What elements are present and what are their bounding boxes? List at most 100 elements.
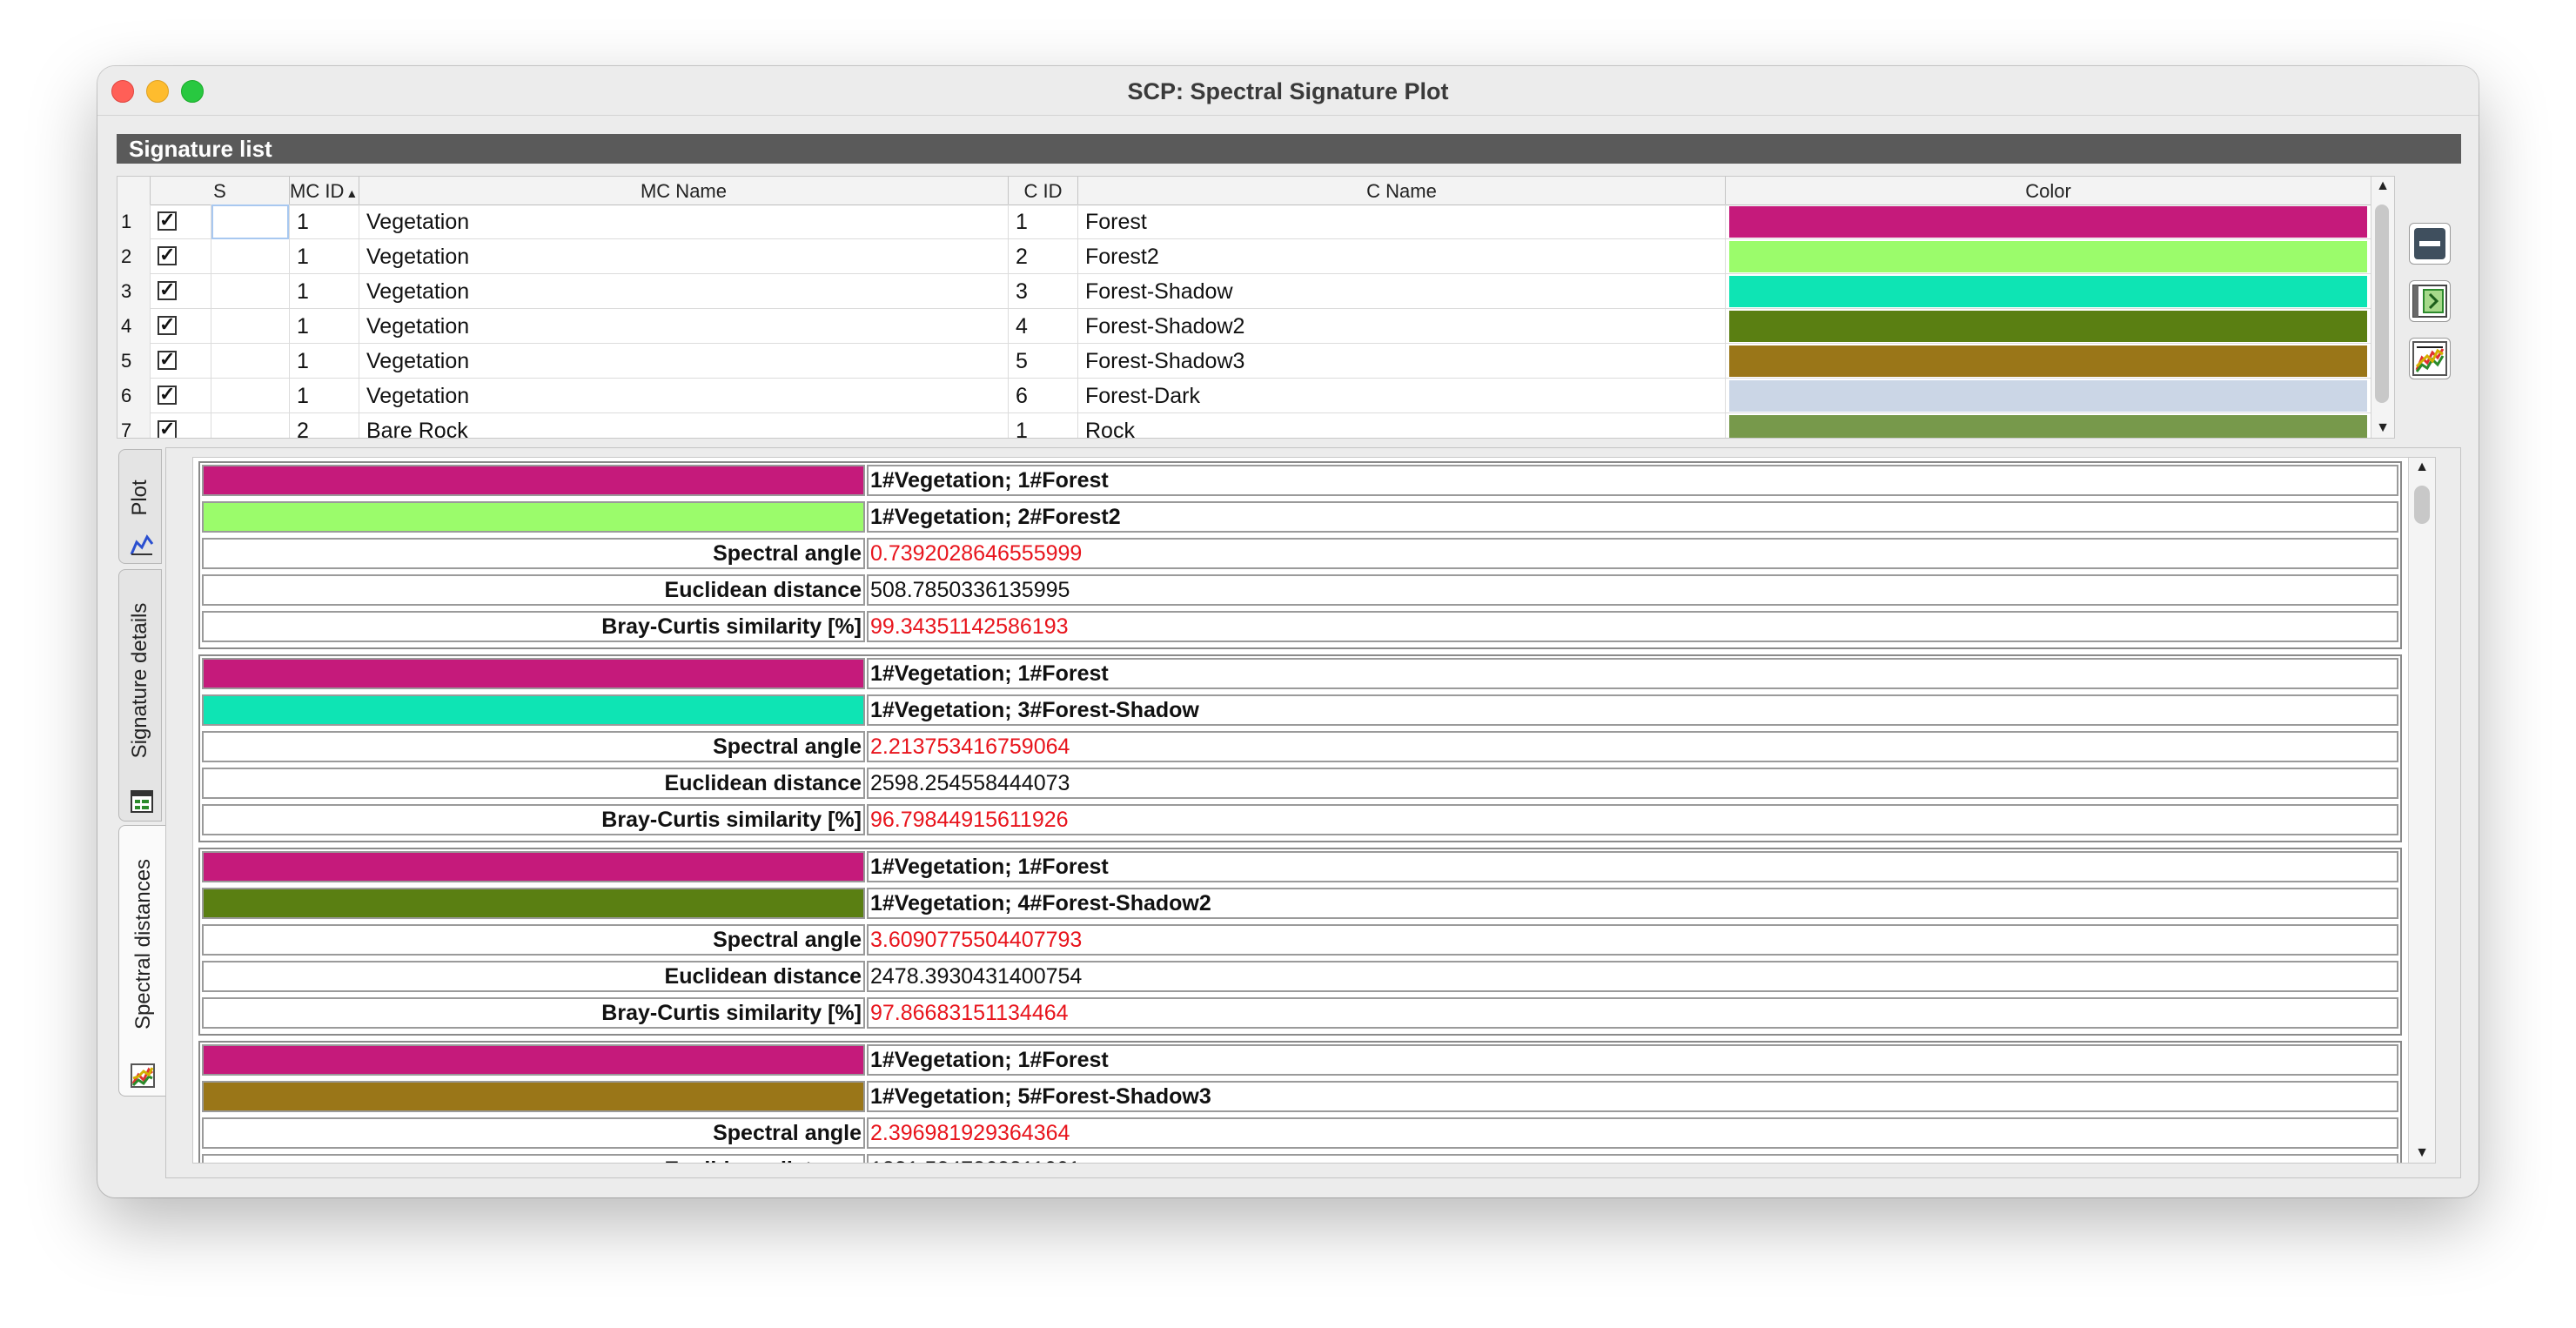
signature-checkbox[interactable]: ✓	[158, 313, 177, 335]
signature-checkbox-cell[interactable]: ✓	[151, 413, 211, 439]
color-swatch[interactable]	[1729, 206, 2367, 238]
signature-s-cell[interactable]	[211, 344, 290, 379]
cell-c-name[interactable]: Forest-Shadow3	[1078, 344, 1726, 379]
table-row[interactable]: 7 ✓ 2 Bare Rock 1 Rock	[117, 413, 2394, 439]
table-row[interactable]: 3 ✓ 1 Vegetation 3 Forest-Shadow	[117, 274, 2394, 309]
cell-c-name[interactable]: Forest2	[1078, 239, 1726, 274]
signature-s-cell[interactable]	[211, 239, 290, 274]
zoom-window-button[interactable]	[181, 80, 204, 103]
signature-s-cell[interactable]	[211, 413, 290, 438]
cell-c-name[interactable]: Forest-Shadow	[1078, 274, 1726, 309]
distance-row: Spectral angle 2.396981929364364	[202, 1117, 2398, 1152]
signature-checkbox[interactable]: ✓	[158, 348, 177, 370]
column-header-c-name[interactable]: C Name	[1078, 177, 1726, 205]
cell-c-name[interactable]: Forest-Shadow2	[1078, 309, 1726, 344]
cell-mc-id[interactable]: 1	[290, 239, 359, 274]
distance-row: Spectral angle 0.7392028646555999	[202, 538, 2398, 573]
tab-signature-details[interactable]: Signature details	[118, 569, 162, 822]
column-header-mc-name[interactable]: MC Name	[359, 177, 1009, 205]
cell-mc-id[interactable]: 1	[290, 344, 359, 379]
cell-c-name[interactable]: Rock	[1078, 413, 1726, 438]
color-swatch[interactable]	[1729, 276, 2367, 307]
cell-num: 1	[117, 205, 151, 239]
table-row[interactable]: 1 ✓ 1 Vegetation 1 Forest	[117, 205, 2394, 239]
signature-color-cell[interactable]	[1726, 344, 2371, 379]
cell-c-name[interactable]: Forest-Dark	[1078, 379, 1726, 413]
table-row[interactable]: 2 ✓ 1 Vegetation 2 Forest2	[117, 239, 2394, 274]
column-header-mc-id[interactable]: MC ID ▲	[290, 177, 359, 205]
scroll-down-icon[interactable]: ▼	[2376, 420, 2390, 435]
cell-mc-name[interactable]: Vegetation	[359, 274, 1009, 309]
signature-checkbox-cell[interactable]: ✓	[151, 274, 211, 309]
signature-checkbox-cell[interactable]: ✓	[151, 344, 211, 379]
distance-row: 1#Vegetation; 5#Forest-Shadow3	[202, 1081, 2398, 1116]
spectral-distances-scrollbar[interactable]: ▲ ▼	[2408, 458, 2435, 1163]
cell-mc-name[interactable]: Vegetation	[359, 309, 1009, 344]
color-swatch[interactable]	[1729, 415, 2367, 438]
table-row[interactable]: 6 ✓ 1 Vegetation 6 Forest-Dark	[117, 379, 2394, 413]
remove-signature-button[interactable]	[2409, 223, 2451, 265]
signature-color-cell[interactable]	[1726, 205, 2371, 239]
signature-s-cell[interactable]	[211, 379, 290, 413]
cell-mc-name[interactable]: Vegetation	[359, 239, 1009, 274]
color-swatch[interactable]	[1729, 241, 2367, 272]
signature-checkbox[interactable]: ✓	[158, 244, 177, 265]
signature-checkbox[interactable]: ✓	[158, 418, 177, 439]
cell-mc-id[interactable]: 1	[290, 274, 359, 309]
cell-c-id[interactable]: 6	[1009, 379, 1078, 413]
signature-color-cell[interactable]	[1726, 239, 2371, 274]
cell-c-id[interactable]: 2	[1009, 239, 1078, 274]
scroll-up-icon[interactable]: ▲	[2376, 178, 2390, 193]
title-bar: SCP: Spectral Signature Plot	[97, 66, 2479, 116]
signature-s-cell[interactable]	[211, 309, 290, 344]
cell-c-id[interactable]: 1	[1009, 413, 1078, 438]
column-header-color[interactable]: Color	[1726, 177, 2371, 205]
cell-mc-id[interactable]: 1	[290, 379, 359, 413]
cell-mc-id[interactable]: 1	[290, 205, 359, 239]
cell-mc-id[interactable]: 2	[290, 413, 359, 438]
cell-mc-name[interactable]: Vegetation	[359, 344, 1009, 379]
signature-color-cell[interactable]	[1726, 274, 2371, 309]
signature-color-cell[interactable]	[1726, 379, 2371, 413]
signature-s-cell[interactable]	[211, 274, 290, 309]
color-swatch[interactable]	[1729, 380, 2367, 412]
scrollbar-thumb[interactable]	[2414, 486, 2430, 524]
scroll-up-icon[interactable]: ▲	[2415, 459, 2429, 474]
cell-c-id[interactable]: 5	[1009, 344, 1078, 379]
signature-checkbox-cell[interactable]: ✓	[151, 379, 211, 413]
close-window-button[interactable]	[111, 80, 134, 103]
minimize-window-button[interactable]	[146, 80, 169, 103]
scrollbar-thumb[interactable]	[2375, 205, 2389, 403]
spectral-plot-button[interactable]	[2409, 338, 2451, 379]
distance-row: Euclidean distance 508.7850336135995	[202, 574, 2398, 609]
signature-checkbox-cell[interactable]: ✓	[151, 309, 211, 344]
signature-table-scrollbar[interactable]: ▲ ▼	[2371, 177, 2394, 438]
signature-checkbox-cell[interactable]: ✓	[151, 205, 211, 239]
cell-num: 5	[117, 344, 151, 379]
color-swatch[interactable]	[1729, 311, 2367, 342]
cell-c-id[interactable]: 4	[1009, 309, 1078, 344]
signature-checkbox-cell[interactable]: ✓	[151, 239, 211, 274]
signature-checkbox[interactable]: ✓	[158, 383, 177, 405]
table-row[interactable]: 5 ✓ 1 Vegetation 5 Forest-Shadow3	[117, 344, 2394, 379]
signature-checkbox[interactable]: ✓	[158, 209, 177, 231]
cell-mc-name[interactable]: Bare Rock	[359, 413, 1009, 438]
cell-mc-id[interactable]: 1	[290, 309, 359, 344]
cell-c-id[interactable]: 1	[1009, 205, 1078, 239]
cell-mc-name[interactable]: Vegetation	[359, 379, 1009, 413]
tab-spectral-distances[interactable]: Spectral distances	[118, 825, 167, 1097]
tab-plot[interactable]: Plot	[118, 449, 162, 564]
color-swatch[interactable]	[1729, 345, 2367, 377]
signature-checkbox[interactable]: ✓	[158, 278, 177, 300]
table-row[interactable]: 4 ✓ 1 Vegetation 4 Forest-Shadow2	[117, 309, 2394, 344]
signature-color-cell[interactable]	[1726, 309, 2371, 344]
column-header-s[interactable]: S	[151, 177, 290, 205]
cell-c-id[interactable]: 3	[1009, 274, 1078, 309]
scroll-down-icon[interactable]: ▼	[2415, 1145, 2429, 1160]
import-signature-button[interactable]	[2409, 280, 2451, 322]
signature-color-cell[interactable]	[1726, 413, 2371, 438]
cell-mc-name[interactable]: Vegetation	[359, 205, 1009, 239]
column-header-c-id[interactable]: C ID	[1009, 177, 1078, 205]
signature-s-cell[interactable]	[211, 205, 290, 239]
cell-c-name[interactable]: Forest	[1078, 205, 1726, 239]
